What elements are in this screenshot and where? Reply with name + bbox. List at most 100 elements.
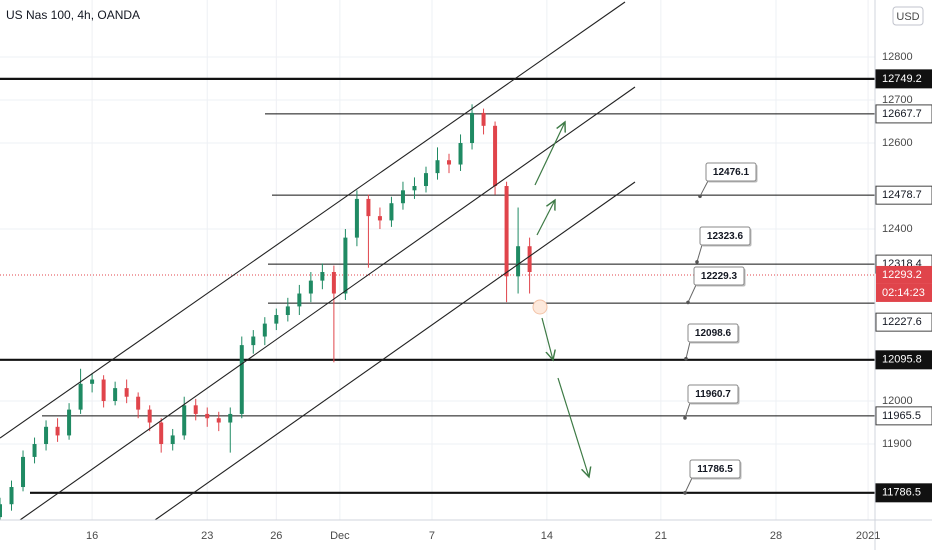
candle-body [147, 409, 152, 423]
candle-body [412, 186, 417, 191]
callout-anchor [695, 260, 699, 264]
callout-label: 12476.1 [713, 167, 750, 178]
channel-line [19, 86, 636, 521]
channel-line [0, 1, 626, 439]
trend-lines [0, 1, 636, 521]
y-tick-label: 11900 [882, 438, 912, 450]
countdown: 02:14:23 [882, 287, 925, 299]
level-label-box [875, 350, 932, 370]
level-label-box [875, 406, 932, 426]
candle-body [251, 336, 256, 346]
x-tick-label: 2021 [856, 530, 880, 542]
candle-body [159, 422, 164, 445]
level-label: 11786.5 [882, 487, 921, 499]
arrow [541, 317, 553, 360]
callout-pointer [687, 284, 697, 303]
candle-body [285, 306, 290, 316]
callout-anchor [698, 194, 702, 199]
y-tick-label: 12600 [882, 137, 913, 149]
callout-pointer [696, 244, 703, 263]
cursor-marker [532, 299, 548, 315]
callout-pointer [684, 477, 693, 494]
candle-body [193, 405, 198, 414]
candle-body [124, 388, 129, 397]
last-price-label: 12293.2 [882, 269, 922, 281]
candle-body [527, 246, 532, 273]
candle-body [32, 444, 37, 457]
level-label: 12478.7 [882, 189, 922, 201]
callout-anchor [686, 300, 690, 305]
callout-pointer [684, 402, 691, 419]
callout-anchor [684, 356, 688, 361]
callout-box [687, 323, 739, 343]
x-tick-label: 14 [541, 530, 553, 542]
countdown-box [876, 283, 932, 302]
x-tick-label: 21 [655, 530, 667, 542]
level-label-box [875, 69, 932, 89]
candle-body [504, 186, 509, 277]
candle-body [377, 216, 382, 221]
candle-body [67, 409, 72, 436]
candle-body [262, 323, 267, 337]
currency-badge[interactable] [892, 6, 924, 26]
candle-body [343, 237, 348, 294]
candle-body [90, 379, 95, 384]
candle-body [182, 405, 187, 436]
callout-pointer [699, 180, 709, 197]
candle-body [205, 413, 210, 419]
arrow [557, 377, 589, 477]
callout-label: 11960.7 [695, 389, 731, 400]
candle-body [228, 413, 233, 423]
candle-body [331, 272, 336, 294]
x-tick-label: 26 [270, 530, 282, 542]
candle-body [101, 379, 106, 402]
callout-anchor [683, 491, 687, 495]
level-label: 12095.8 [882, 354, 922, 366]
candle-body [423, 173, 428, 187]
level-label-box [875, 185, 932, 205]
candle-body [470, 112, 475, 144]
callout-box [693, 266, 745, 286]
candle-body [447, 160, 452, 165]
time-axis [0, 520, 875, 550]
candle-body [435, 160, 440, 174]
level-label: 12667.7 [882, 108, 922, 120]
level-label: 12227.6 [882, 316, 922, 328]
candle-body [216, 418, 221, 423]
chart-title: US Nas 100, 4h, OANDA [6, 8, 140, 22]
candle-body [481, 112, 486, 126]
level-label-box [875, 483, 932, 503]
callout-box [705, 162, 757, 182]
callout-label: 11786.5 [697, 464, 733, 475]
candle-body [113, 388, 118, 402]
arrows [534, 122, 589, 477]
x-tick-label: 16 [86, 530, 98, 542]
level-label-box [875, 312, 932, 332]
level-label: 11965.5 [882, 410, 921, 422]
candle-body [320, 272, 325, 281]
x-tick-label: 23 [201, 530, 213, 542]
candle-body [0, 504, 2, 518]
candle-body [366, 198, 371, 217]
candle-body [44, 426, 49, 445]
candle-body [516, 246, 521, 277]
candle-body [274, 315, 279, 324]
callout-box [699, 226, 751, 246]
channel-line [154, 181, 636, 521]
currency: USD [896, 11, 919, 23]
y-tick-label: 12000 [882, 395, 913, 407]
level-label-box [875, 104, 932, 124]
callout-label: 12323.6 [707, 231, 744, 242]
candle-body [170, 435, 175, 445]
last-price-box [876, 265, 932, 284]
candle-body [308, 280, 313, 294]
candle-body [9, 487, 14, 505]
candle-body [458, 143, 463, 165]
grid [0, 0, 875, 520]
y-tick-label: 12400 [882, 223, 913, 235]
candle-body [78, 383, 83, 410]
axis-labels: 12800 12700 12600 12400 12000 11900 16 23 26 Dec 7… [86, 51, 932, 542]
callout-pointer [685, 341, 691, 359]
callout-anchor [683, 416, 687, 420]
x-tick-label: 7 [429, 530, 435, 542]
